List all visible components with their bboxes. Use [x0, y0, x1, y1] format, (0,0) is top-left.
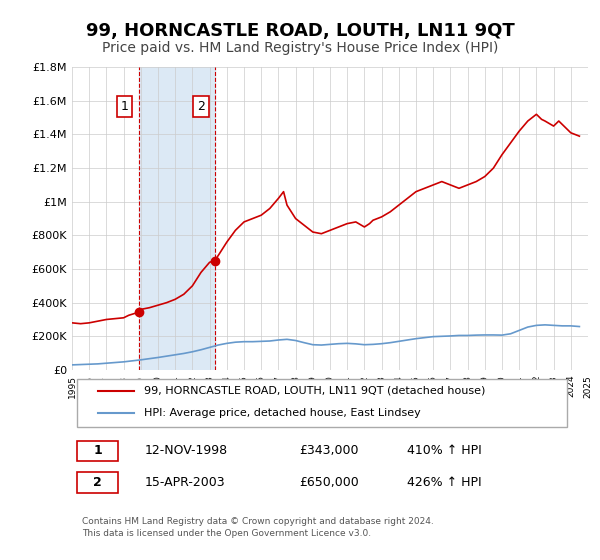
Text: 1: 1	[121, 100, 129, 113]
Text: Price paid vs. HM Land Registry's House Price Index (HPI): Price paid vs. HM Land Registry's House …	[102, 41, 498, 55]
Text: 426% ↑ HPI: 426% ↑ HPI	[407, 476, 482, 489]
Bar	[139, 67, 215, 370]
FancyBboxPatch shape	[77, 472, 118, 493]
Text: 2: 2	[94, 476, 102, 489]
Text: £650,000: £650,000	[299, 476, 359, 489]
Text: 2: 2	[197, 100, 205, 113]
Text: 99, HORNCASTLE ROAD, LOUTH, LN11 9QT: 99, HORNCASTLE ROAD, LOUTH, LN11 9QT	[86, 22, 514, 40]
Text: 1: 1	[94, 444, 102, 458]
Text: 99, HORNCASTLE ROAD, LOUTH, LN11 9QT (detached house): 99, HORNCASTLE ROAD, LOUTH, LN11 9QT (de…	[144, 386, 485, 396]
FancyBboxPatch shape	[77, 441, 118, 461]
Text: 12-NOV-1998: 12-NOV-1998	[144, 444, 227, 458]
FancyBboxPatch shape	[77, 379, 568, 427]
Text: Contains HM Land Registry data © Crown copyright and database right 2024.
This d: Contains HM Land Registry data © Crown c…	[82, 516, 434, 538]
Text: 410% ↑ HPI: 410% ↑ HPI	[407, 444, 482, 458]
Text: £343,000: £343,000	[299, 444, 359, 458]
Text: 15-APR-2003: 15-APR-2003	[144, 476, 225, 489]
Text: HPI: Average price, detached house, East Lindsey: HPI: Average price, detached house, East…	[144, 408, 421, 418]
